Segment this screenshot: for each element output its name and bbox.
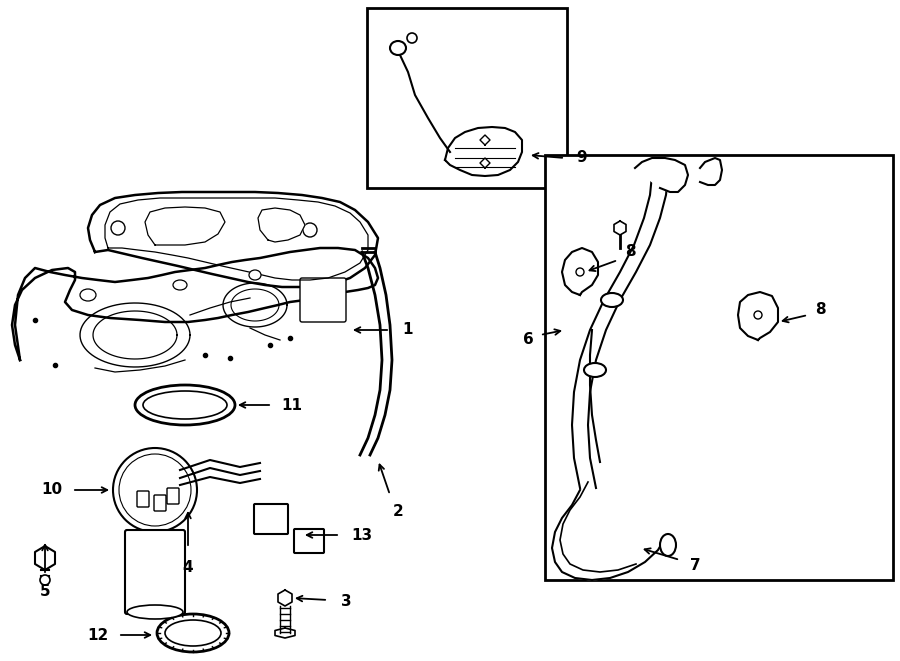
Ellipse shape <box>165 620 221 646</box>
Text: 8: 8 <box>814 303 825 317</box>
Text: 4: 4 <box>183 561 194 576</box>
Polygon shape <box>258 208 305 242</box>
Text: 11: 11 <box>282 397 302 412</box>
Polygon shape <box>562 248 598 295</box>
Ellipse shape <box>135 385 235 425</box>
Text: 10: 10 <box>41 483 63 498</box>
Ellipse shape <box>143 391 227 419</box>
Text: 6: 6 <box>523 332 534 348</box>
Circle shape <box>113 448 197 532</box>
Text: 3: 3 <box>341 594 351 609</box>
Polygon shape <box>145 207 225 245</box>
Polygon shape <box>278 590 292 606</box>
Text: 8: 8 <box>625 245 635 260</box>
Ellipse shape <box>157 614 229 652</box>
Circle shape <box>119 454 191 526</box>
Circle shape <box>576 268 584 276</box>
Bar <box>367 8 567 188</box>
Polygon shape <box>614 221 626 235</box>
FancyBboxPatch shape <box>167 488 179 504</box>
Ellipse shape <box>249 270 261 280</box>
Text: 9: 9 <box>577 151 588 165</box>
FancyBboxPatch shape <box>254 504 288 534</box>
Ellipse shape <box>80 289 96 301</box>
Ellipse shape <box>601 293 623 307</box>
Circle shape <box>754 311 762 319</box>
Ellipse shape <box>390 41 406 55</box>
FancyBboxPatch shape <box>154 495 166 511</box>
Polygon shape <box>635 158 688 192</box>
Polygon shape <box>700 158 722 185</box>
Ellipse shape <box>127 605 183 619</box>
Polygon shape <box>275 628 295 638</box>
Circle shape <box>40 575 50 585</box>
FancyBboxPatch shape <box>125 530 185 614</box>
Text: 5: 5 <box>40 584 50 600</box>
Polygon shape <box>738 292 778 340</box>
Polygon shape <box>445 127 522 176</box>
Polygon shape <box>12 248 378 360</box>
Polygon shape <box>35 546 55 570</box>
Circle shape <box>111 221 125 235</box>
Text: 13: 13 <box>351 527 373 543</box>
FancyBboxPatch shape <box>300 278 346 322</box>
Text: 2: 2 <box>392 504 403 520</box>
FancyBboxPatch shape <box>294 529 324 553</box>
Circle shape <box>407 33 417 43</box>
Circle shape <box>303 223 317 237</box>
Text: 1: 1 <box>403 323 413 338</box>
Ellipse shape <box>173 280 187 290</box>
FancyBboxPatch shape <box>137 491 149 507</box>
Text: 12: 12 <box>87 627 109 642</box>
Polygon shape <box>552 490 665 580</box>
Polygon shape <box>88 192 378 287</box>
Bar <box>545 155 893 580</box>
Ellipse shape <box>660 534 676 556</box>
Text: 7: 7 <box>689 557 700 572</box>
Ellipse shape <box>584 363 606 377</box>
